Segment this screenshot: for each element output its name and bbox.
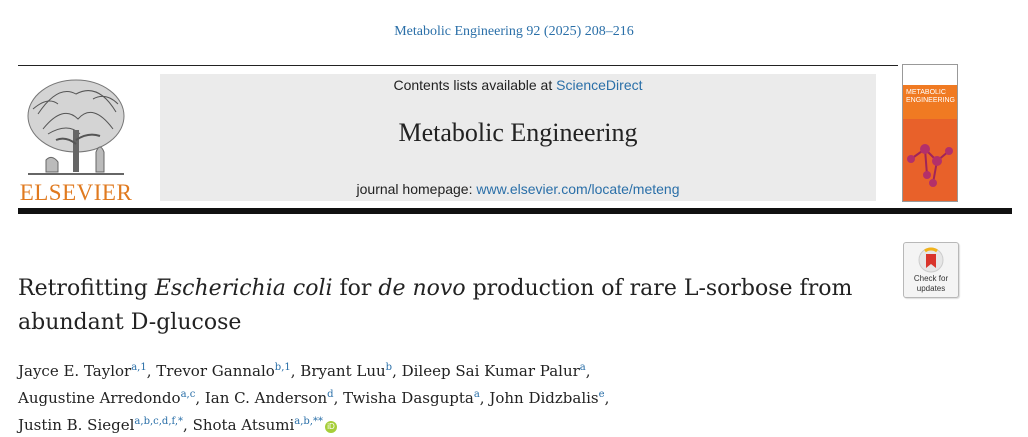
homepage-prefix: journal homepage: bbox=[356, 181, 477, 197]
contents-prefix: Contents lists available at bbox=[393, 77, 557, 93]
author-affiliation[interactable]: b,1 bbox=[274, 362, 291, 373]
header-top-rule bbox=[18, 65, 898, 66]
author-affiliation[interactable]: a,b,c,d,f,* bbox=[134, 416, 184, 427]
author-name[interactable]: Shota Atsumi bbox=[192, 416, 295, 434]
cover-title-line1: METABOLIC bbox=[906, 89, 946, 96]
author-affiliation[interactable]: a,b,** bbox=[294, 416, 323, 427]
journal-title: Metabolic Engineering bbox=[398, 118, 638, 147]
author-name[interactable]: John Didzbalis bbox=[489, 389, 599, 407]
journal-homepage-link[interactable]: www.elsevier.com/locate/meteng bbox=[476, 181, 680, 197]
author-affiliation[interactable]: b bbox=[385, 362, 393, 373]
author-name[interactable]: Ian C. Anderson bbox=[204, 389, 328, 407]
header-bottom-rule bbox=[18, 208, 1012, 214]
author-name[interactable]: Twisha Dasgupta bbox=[343, 389, 474, 407]
journal-citation[interactable]: Metabolic Engineering 92 (2025) 208–216 bbox=[394, 24, 634, 39]
orcid-icon[interactable]: iD bbox=[325, 421, 337, 433]
author-separator: , bbox=[183, 416, 193, 434]
sciencedirect-link[interactable]: ScienceDirect bbox=[556, 77, 643, 93]
tree-icon bbox=[27, 79, 125, 175]
author-separator: , bbox=[585, 362, 591, 380]
author-affiliation[interactable]: a,c bbox=[180, 389, 196, 400]
check-updates-line1: Check for bbox=[913, 274, 949, 283]
title-part3: production of rare L-sorbose from abunda… bbox=[18, 276, 853, 335]
journal-cover-thumbnail[interactable]: METABOLIC ENGINEERING bbox=[902, 64, 958, 202]
cover-header bbox=[903, 65, 957, 85]
check-for-updates-icon bbox=[918, 247, 944, 273]
author-name[interactable]: Dileep Sai Kumar Palur bbox=[401, 362, 580, 380]
contents-line: Contents lists available at ScienceDirec… bbox=[160, 77, 876, 93]
cover-title: METABOLIC ENGINEERING bbox=[906, 89, 956, 105]
author-affiliation[interactable]: a bbox=[473, 389, 480, 400]
author-separator: , bbox=[479, 389, 490, 407]
author-name[interactable]: Jayce E. Taylor bbox=[18, 362, 132, 380]
author-name[interactable]: Justin B. Siegel bbox=[18, 416, 135, 434]
author-affiliation[interactable]: a,1 bbox=[131, 362, 147, 373]
title-italic-organism: Escherichia coli bbox=[154, 276, 333, 301]
check-updates-line2: updates bbox=[916, 284, 946, 293]
author-separator: , bbox=[195, 389, 205, 407]
author-separator: , bbox=[146, 362, 157, 380]
cover-art-image bbox=[903, 119, 957, 201]
author-name[interactable]: Augustine Arredondo bbox=[18, 389, 181, 407]
check-for-updates-badge[interactable]: Check for updates bbox=[903, 242, 959, 298]
article-title: Retrofitting Escherichia coli for de nov… bbox=[18, 272, 898, 340]
author-name[interactable]: Bryant Luu bbox=[300, 362, 386, 380]
publisher-name: ELSEVIER bbox=[19, 180, 133, 205]
author-name[interactable]: Trevor Gannalo bbox=[156, 362, 275, 380]
cover-title-line2: ENGINEERING bbox=[906, 97, 956, 104]
author-list: Jayce E. Taylora,1, Trevor Gannalob,1, B… bbox=[18, 356, 918, 437]
journal-masthead: Contents lists available at ScienceDirec… bbox=[160, 74, 876, 201]
author-affiliation[interactable]: e bbox=[598, 389, 605, 400]
author-separator: , bbox=[290, 362, 301, 380]
author-separator: , bbox=[333, 389, 344, 407]
author-separator: , bbox=[392, 362, 402, 380]
author-affiliation[interactable]: a bbox=[579, 362, 586, 373]
title-part1: Retrofitting bbox=[18, 276, 155, 301]
elsevier-tree-logo[interactable] bbox=[18, 74, 134, 202]
author-affiliation[interactable]: d bbox=[327, 389, 334, 400]
title-part2: for bbox=[332, 276, 379, 301]
author-separator: , bbox=[604, 389, 610, 407]
homepage-line: journal homepage: www.elsevier.com/locat… bbox=[160, 181, 876, 197]
title-italic-latin: de novo bbox=[378, 276, 466, 301]
